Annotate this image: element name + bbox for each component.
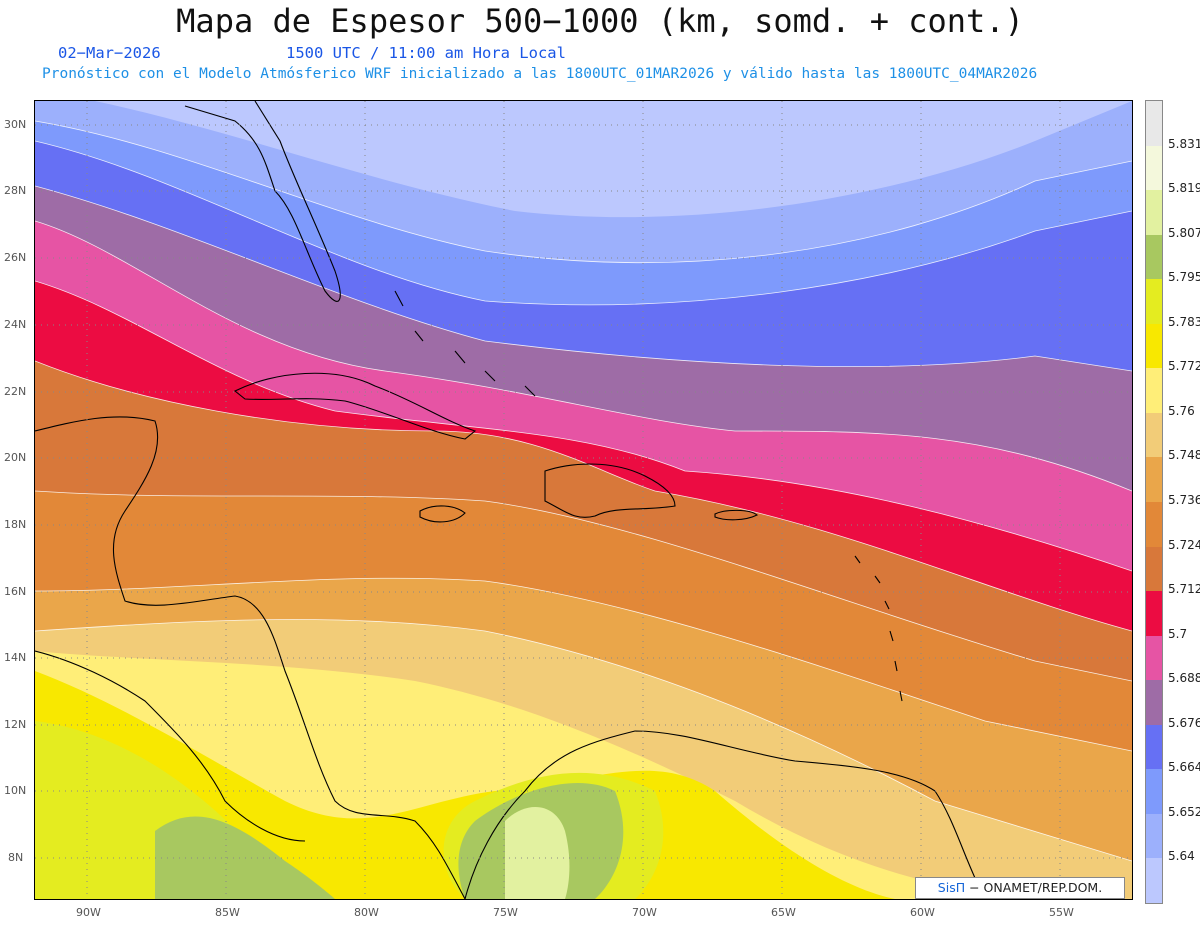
lon-label-85w: 85W [215, 906, 240, 919]
forecast-label: Pronóstico con el Modelo Atmósferico WRF… [42, 66, 1038, 82]
colorbar-label: 5.76 [1168, 403, 1195, 418]
colorbar-segment [1146, 101, 1162, 147]
colorbar-segment [1146, 591, 1162, 637]
date-label: 02−Mar−2026 [58, 44, 161, 62]
colorbar-segment [1146, 813, 1162, 859]
colorbar-segment [1146, 858, 1162, 904]
thickness-map [34, 100, 1133, 900]
colorbar-label: 5.795 [1168, 270, 1200, 285]
lon-label-70w: 70W [632, 906, 657, 919]
lat-label-10n: 10N [4, 784, 27, 797]
lat-label-22n: 22N [4, 385, 27, 398]
lat-label-12n: 12N [4, 718, 27, 731]
colorbar-label: 5.652 [1168, 804, 1200, 819]
lon-label-80w: 80W [354, 906, 379, 919]
lat-label-28n: 28N [4, 184, 27, 197]
colorbar-label: 5.783 [1168, 314, 1200, 329]
colorbar-label: 5.724 [1168, 537, 1200, 552]
colorbar-segment [1146, 769, 1162, 815]
colorbar-label: 5.7 [1168, 626, 1188, 641]
lat-label-8n: 8N [8, 851, 24, 864]
lat-label-24n: 24N [4, 318, 27, 331]
graticule [35, 101, 1132, 899]
colorbar-label: 5.748 [1168, 448, 1200, 463]
colorbar-segment [1146, 145, 1162, 191]
contour-lines [35, 120, 1132, 862]
colorbar-segment [1146, 680, 1162, 726]
lat-label-14n: 14N [4, 651, 27, 664]
colorbar-segment [1146, 368, 1162, 414]
credit-logo: SisΠ [937, 880, 966, 895]
colorbar-label: 5.64 [1168, 849, 1195, 864]
lat-label-16n: 16N [4, 585, 27, 598]
colorbar-segment [1146, 323, 1162, 369]
colorbar-segment [1146, 635, 1162, 681]
lon-label-90w: 90W [76, 906, 101, 919]
colorbar-segment [1146, 234, 1162, 280]
colorbar-segment [1146, 724, 1162, 770]
colorbar-label: 5.676 [1168, 715, 1200, 730]
lon-label-60w: 60W [910, 906, 935, 919]
band-5819 [505, 807, 570, 899]
lon-label-55w: 55W [1049, 906, 1074, 919]
colorbar-label: 5.831 [1168, 136, 1200, 151]
colorbar-label: 5.664 [1168, 760, 1200, 775]
coastlines [35, 101, 986, 899]
colorbar-segment [1146, 457, 1162, 503]
colorbar-segment [1146, 190, 1162, 236]
colorbar-segment [1146, 546, 1162, 592]
colorbar [1145, 100, 1163, 904]
map-title: Mapa de Espesor 500−1000 (km, somd. + co… [176, 2, 1024, 40]
colorbar-segment [1146, 412, 1162, 458]
lat-label-20n: 20N [4, 451, 27, 464]
lat-label-26n: 26N [4, 251, 27, 264]
colorbar-label: 5.819 [1168, 181, 1200, 196]
colorbar-label: 5.772 [1168, 359, 1200, 374]
colorbar-segment [1146, 279, 1162, 325]
credit-text: − ONAMET/REP.DOM. [965, 880, 1103, 895]
credit-box: SisΠ − ONAMET/REP.DOM. [915, 877, 1125, 899]
colorbar-label: 5.807 [1168, 225, 1200, 240]
map-canvas [35, 101, 1132, 899]
colorbar-label: 5.688 [1168, 671, 1200, 686]
lon-label-75w: 75W [493, 906, 518, 919]
lat-label-30n: 30N [4, 118, 27, 131]
colorbar-segment [1146, 502, 1162, 548]
colorbar-label: 5.712 [1168, 582, 1200, 597]
lat-label-18n: 18N [4, 518, 27, 531]
colorbar-label: 5.736 [1168, 493, 1200, 507]
lon-label-65w: 65W [771, 906, 796, 919]
time-label: 1500 UTC / 11:00 am Hora Local [286, 44, 566, 62]
